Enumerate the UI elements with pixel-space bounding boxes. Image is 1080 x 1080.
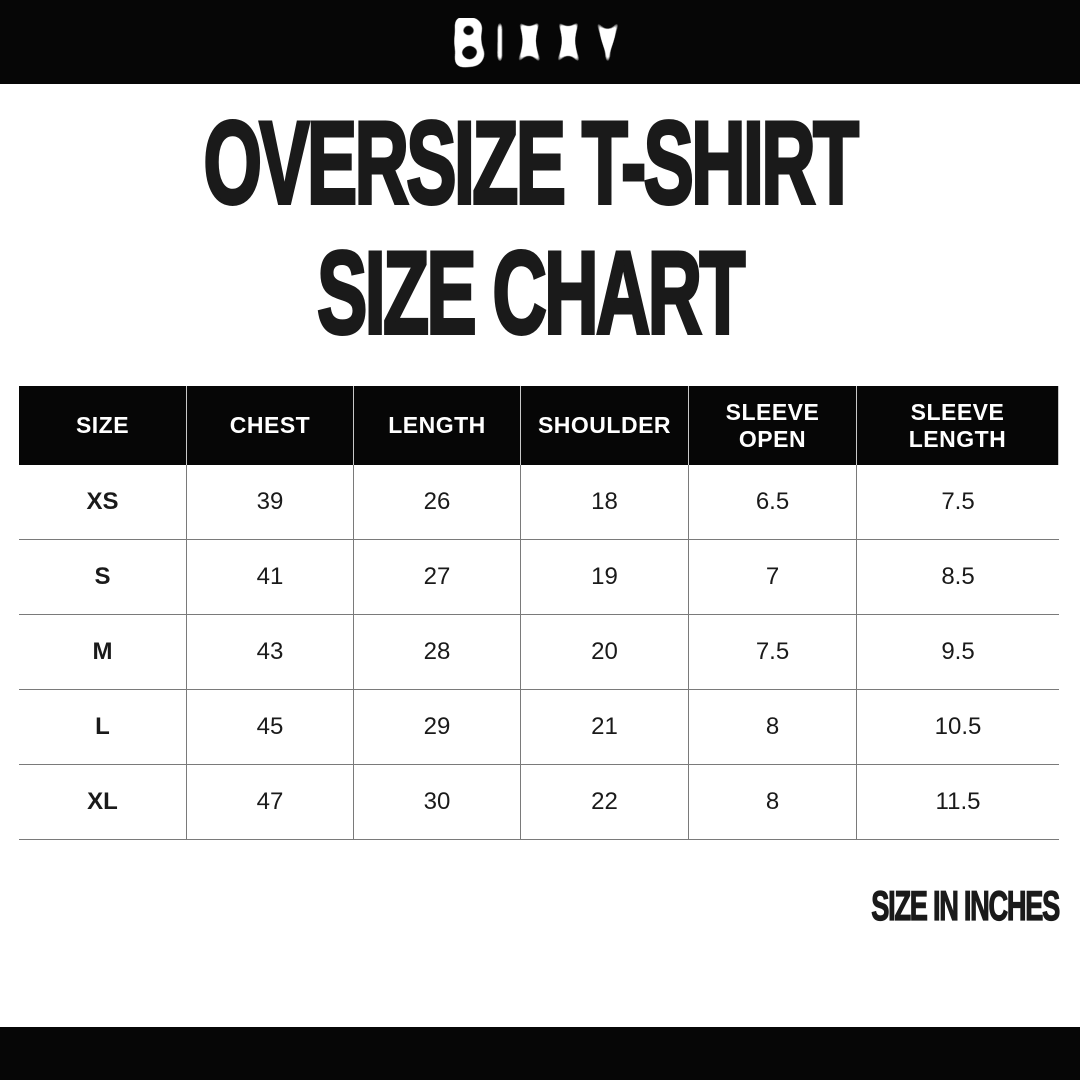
svg-text:BIXXY: BIXXY (450, 18, 629, 83)
